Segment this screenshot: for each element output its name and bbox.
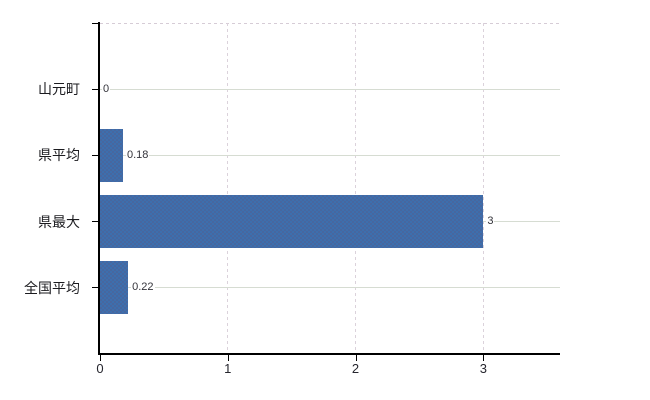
plot-top-border [100, 23, 560, 24]
y-axis-tick [92, 88, 98, 90]
category-label: 全国平均 [24, 279, 80, 296]
x-axis-tick [227, 355, 229, 361]
category-label: 県平均 [38, 147, 80, 164]
x-tick-label: 0 [96, 361, 104, 376]
vertical-gridline [482, 23, 484, 354]
value-label: 0 [102, 82, 111, 95]
horizontal-gridline [100, 287, 560, 289]
plot-area [100, 23, 560, 354]
category-label: 山元町 [38, 81, 80, 98]
x-axis-tick [483, 355, 485, 361]
value-label: 0.22 [131, 281, 155, 294]
vertical-gridline [227, 23, 229, 354]
data-bar [100, 261, 129, 315]
value-label: 0.18 [126, 148, 150, 161]
x-tick-label: 3 [479, 361, 487, 376]
vertical-gridline [355, 23, 357, 354]
x-tick-label: 2 [351, 361, 360, 376]
data-bar [100, 128, 123, 182]
y-axis-line [98, 22, 100, 354]
horizontal-gridline [100, 88, 560, 90]
y-axis-tick [92, 23, 98, 24]
x-tick-label: 1 [224, 361, 232, 376]
y-axis-tick [92, 154, 98, 156]
value-label: 3 [486, 215, 495, 228]
horizontal-gridline [100, 154, 560, 156]
data-bar [100, 195, 484, 249]
category-label: 県最大 [38, 213, 80, 230]
y-axis-tick [92, 221, 98, 223]
x-axis-line [98, 353, 560, 355]
y-axis-tick [92, 287, 98, 289]
x-axis-tick [355, 355, 357, 361]
x-axis-tick [100, 355, 101, 361]
